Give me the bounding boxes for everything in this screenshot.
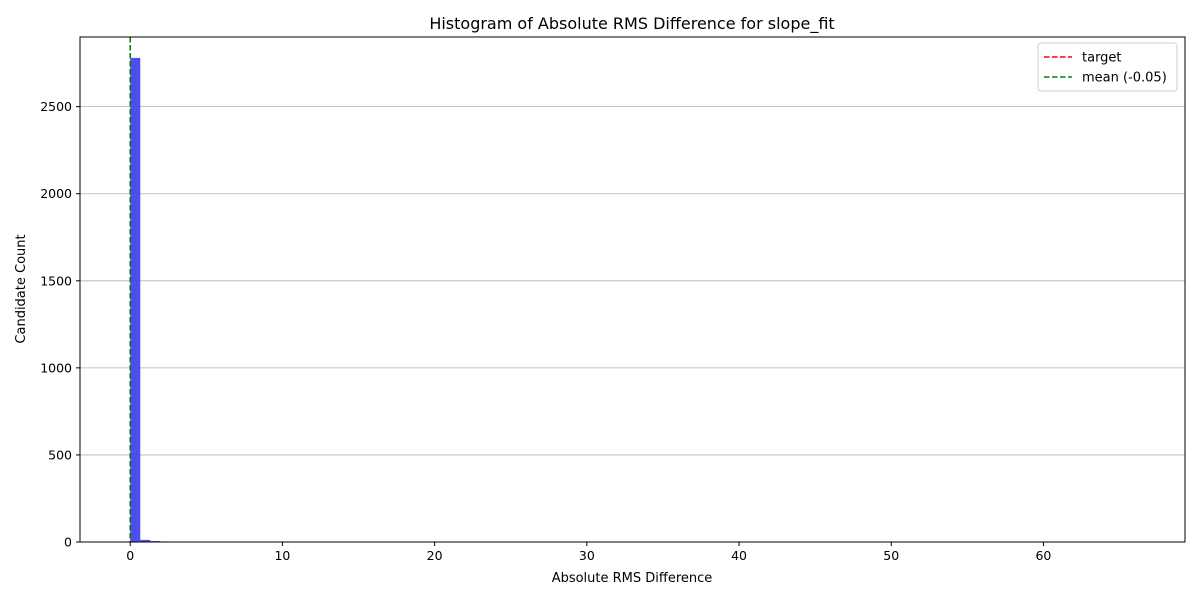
y-tick-label: 2000: [40, 186, 72, 201]
y-tick-label: 1500: [40, 273, 72, 288]
y-tick-label: 2500: [40, 99, 72, 114]
x-tick-label: 50: [883, 548, 899, 563]
plot-area-frame: [79, 36, 1186, 543]
histogram-bar: [140, 539, 151, 542]
x-axis-label: Absolute RMS Difference: [552, 571, 713, 586]
y-axis-label: Candidate Count: [14, 234, 29, 343]
y-axis-ticks: 0 500 1000 1500 2000 2500: [40, 99, 80, 550]
y-tick-label: 1000: [40, 360, 72, 375]
x-tick-label: 40: [731, 548, 747, 563]
legend-box: [1037, 42, 1178, 92]
histogram-bar: [130, 57, 141, 543]
legend-label: target: [1082, 51, 1122, 66]
chart-title: Histogram of Absolute RMS Difference for…: [429, 14, 834, 34]
x-tick-label: 20: [427, 548, 443, 563]
x-tick-label: 0: [126, 548, 134, 563]
grid-lines: [80, 106, 1185, 456]
x-tick-label: 30: [579, 548, 595, 563]
y-tick-label: 0: [64, 535, 72, 550]
x-axis-ticks: 0 10 20 30 40 50 60: [126, 542, 1051, 563]
x-tick-label: 10: [274, 548, 290, 563]
x-tick-label: 60: [1035, 548, 1051, 563]
histogram-bars: [130, 57, 1145, 543]
legend: target mean (-0.05): [1037, 42, 1178, 92]
legend-label: mean (-0.05): [1082, 71, 1167, 86]
y-tick-label: 500: [48, 447, 72, 462]
